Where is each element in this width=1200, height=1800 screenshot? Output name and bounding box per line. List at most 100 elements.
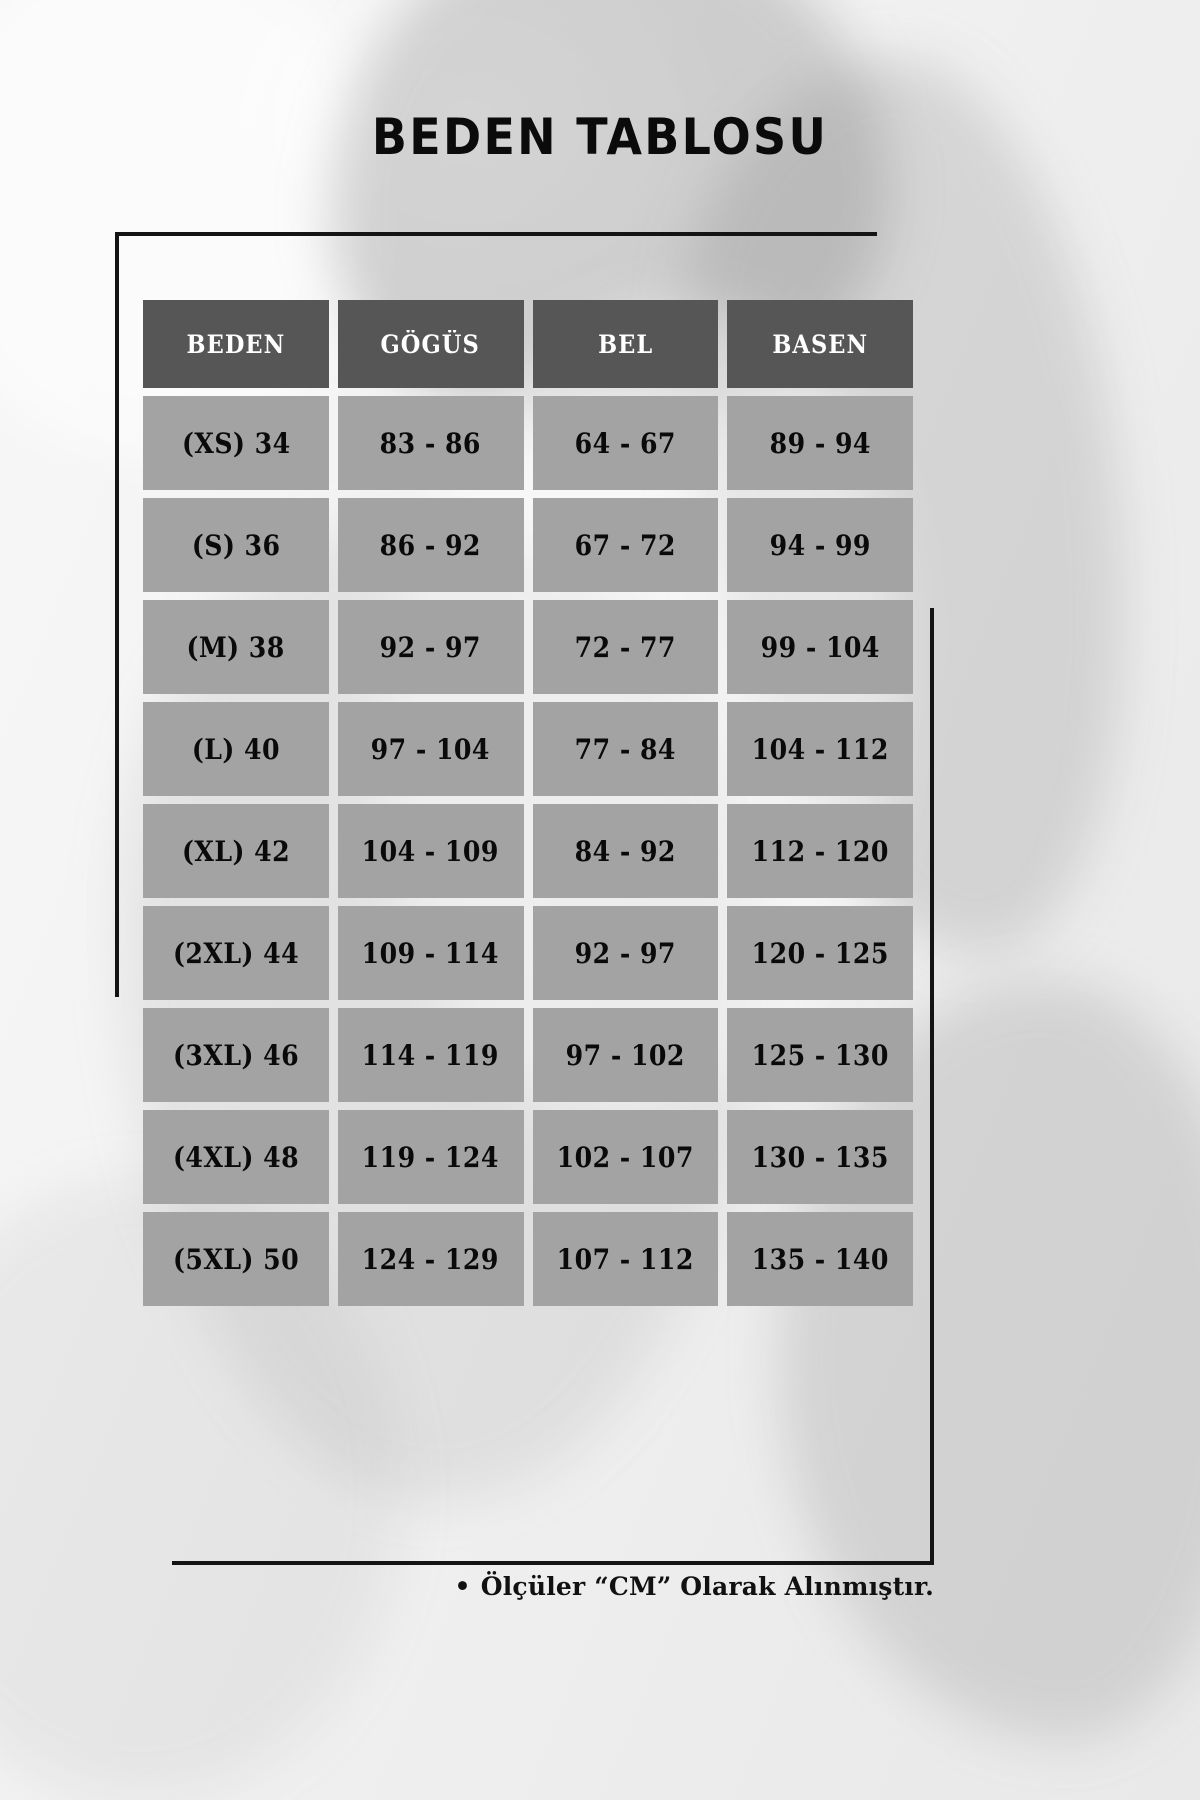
cell-gogus: 109 - 114 [337, 906, 524, 1000]
cell-gogus-value: 124 - 129 [361, 1242, 500, 1276]
cell-beden-value: (XS) 34 [181, 426, 291, 460]
cell-beden-value: (XL) 42 [181, 834, 290, 868]
column-header-bel-label: BEL [597, 329, 653, 359]
cell-beden-value: (3XL) 46 [172, 1038, 299, 1072]
cell-beden: (XL) 42 [143, 804, 329, 898]
cell-gogus-value: 92 - 97 [379, 630, 482, 664]
cell-basen: 89 - 94 [727, 396, 913, 490]
column-header-basen-label: BASEN [772, 329, 869, 359]
cell-bel: 97 - 102 [532, 1008, 719, 1102]
table-row: (3XL) 46 114 - 119 97 - 102 125 - 130 [143, 1008, 913, 1102]
cell-bel-value: 84 - 92 [574, 834, 677, 868]
cell-gogus: 92 - 97 [337, 600, 524, 694]
cell-bel-value: 64 - 67 [574, 426, 677, 460]
cell-beden: (XS) 34 [143, 396, 329, 490]
cell-basen-value: 120 - 125 [751, 936, 889, 970]
cell-bel: 77 - 84 [532, 702, 719, 796]
cell-gogus-value: 114 - 119 [361, 1038, 500, 1072]
cell-basen-value: 99 - 104 [760, 630, 880, 664]
cell-bel: 64 - 67 [532, 396, 719, 490]
cell-beden: (L) 40 [143, 702, 329, 796]
cell-beden: (3XL) 46 [143, 1008, 329, 1102]
cell-gogus: 97 - 104 [337, 702, 524, 796]
cell-bel-value: 77 - 84 [574, 732, 677, 766]
cell-bel: 102 - 107 [532, 1110, 719, 1204]
cell-bel: 92 - 97 [532, 906, 719, 1000]
decorative-rule-right [930, 608, 934, 1565]
cell-basen: 125 - 130 [727, 1008, 913, 1102]
column-header-basen: BASEN [727, 300, 913, 388]
cell-gogus-value: 97 - 104 [370, 732, 491, 766]
cell-gogus: 83 - 86 [337, 396, 524, 490]
cell-basen-value: 112 - 120 [751, 834, 889, 868]
cell-gogus-value: 109 - 114 [361, 936, 500, 970]
cell-basen-value: 104 - 112 [751, 732, 889, 766]
cell-bel-value: 72 - 77 [574, 630, 677, 664]
cell-gogus-value: 83 - 86 [379, 426, 482, 460]
cell-basen: 120 - 125 [727, 906, 913, 1000]
column-header-bel: BEL [532, 300, 719, 388]
cell-bel: 72 - 77 [532, 600, 719, 694]
cell-beden: (4XL) 48 [143, 1110, 329, 1204]
cell-beden-value: (5XL) 50 [172, 1242, 299, 1276]
table-header-row: BEDEN GÖGÜS BEL BASEN [143, 300, 913, 388]
cell-bel-value: 107 - 112 [556, 1242, 694, 1276]
column-header-beden-label: BEDEN [186, 329, 286, 359]
cell-beden: (5XL) 50 [143, 1212, 329, 1306]
cell-bel: 107 - 112 [532, 1212, 719, 1306]
cell-bel-value: 92 - 97 [574, 936, 677, 970]
cell-basen: 135 - 140 [727, 1212, 913, 1306]
bullet-icon: • [454, 1572, 471, 1601]
column-header-beden: BEDEN [143, 300, 329, 388]
cell-beden: (M) 38 [143, 600, 329, 694]
cell-basen-value: 94 - 99 [769, 528, 871, 562]
cell-beden-value: (4XL) 48 [172, 1140, 299, 1174]
table-row: (M) 38 92 - 97 72 - 77 99 - 104 [143, 600, 913, 694]
page-title: BEDEN TABLOSU [371, 108, 829, 166]
footnote: • Ölçüler “CM” Olarak Alınmıştır. [0, 1572, 934, 1601]
table-row: (5XL) 50 124 - 129 107 - 112 135 - 140 [143, 1212, 913, 1306]
cell-basen: 112 - 120 [727, 804, 913, 898]
cell-bel-value: 102 - 107 [556, 1140, 694, 1174]
cell-basen: 130 - 135 [727, 1110, 913, 1204]
cell-gogus: 86 - 92 [337, 498, 524, 592]
size-table: BEDEN GÖGÜS BEL BASEN (XS) 34 83 - 86 64… [143, 300, 913, 1306]
table-row: (2XL) 44 109 - 114 92 - 97 120 - 125 [143, 906, 913, 1000]
cell-bel: 84 - 92 [532, 804, 719, 898]
cell-basen: 99 - 104 [727, 600, 913, 694]
table-row: (XS) 34 83 - 86 64 - 67 89 - 94 [143, 396, 913, 490]
table-row: (4XL) 48 119 - 124 102 - 107 130 - 135 [143, 1110, 913, 1204]
cell-gogus: 104 - 109 [337, 804, 524, 898]
cell-basen: 94 - 99 [727, 498, 913, 592]
decorative-rule-bottom [172, 1561, 934, 1565]
cell-gogus-value: 86 - 92 [379, 528, 482, 562]
cell-beden: (2XL) 44 [143, 906, 329, 1000]
cell-beden-value: (2XL) 44 [172, 936, 299, 970]
cell-gogus: 119 - 124 [337, 1110, 524, 1204]
table-row: (XL) 42 104 - 109 84 - 92 112 - 120 [143, 804, 913, 898]
cell-beden: (S) 36 [143, 498, 329, 592]
cell-basen-value: 89 - 94 [769, 426, 871, 460]
cell-beden-value: (M) 38 [186, 630, 286, 664]
cell-basen-value: 135 - 140 [751, 1242, 889, 1276]
cell-gogus-value: 119 - 124 [361, 1140, 500, 1174]
cell-gogus: 124 - 129 [337, 1212, 524, 1306]
cell-beden-value: (L) 40 [191, 732, 280, 766]
column-header-gogus: GÖGÜS [337, 300, 524, 388]
cell-basen-value: 125 - 130 [751, 1038, 889, 1072]
cell-basen-value: 130 - 135 [751, 1140, 889, 1174]
cell-basen: 104 - 112 [727, 702, 913, 796]
cell-bel-value: 67 - 72 [574, 528, 677, 562]
cell-bel-value: 97 - 102 [565, 1038, 686, 1072]
decorative-rule-top [115, 232, 877, 236]
table-row: (L) 40 97 - 104 77 - 84 104 - 112 [143, 702, 913, 796]
cell-gogus: 114 - 119 [337, 1008, 524, 1102]
cell-bel: 67 - 72 [532, 498, 719, 592]
table-row: (S) 36 86 - 92 67 - 72 94 - 99 [143, 498, 913, 592]
cell-gogus-value: 104 - 109 [361, 834, 500, 868]
footnote-text: Ölçüler “CM” Olarak Alınmıştır. [480, 1572, 934, 1601]
decorative-rule-left [115, 232, 119, 997]
cell-beden-value: (S) 36 [191, 528, 281, 562]
column-header-gogus-label: GÖGÜS [380, 329, 481, 359]
